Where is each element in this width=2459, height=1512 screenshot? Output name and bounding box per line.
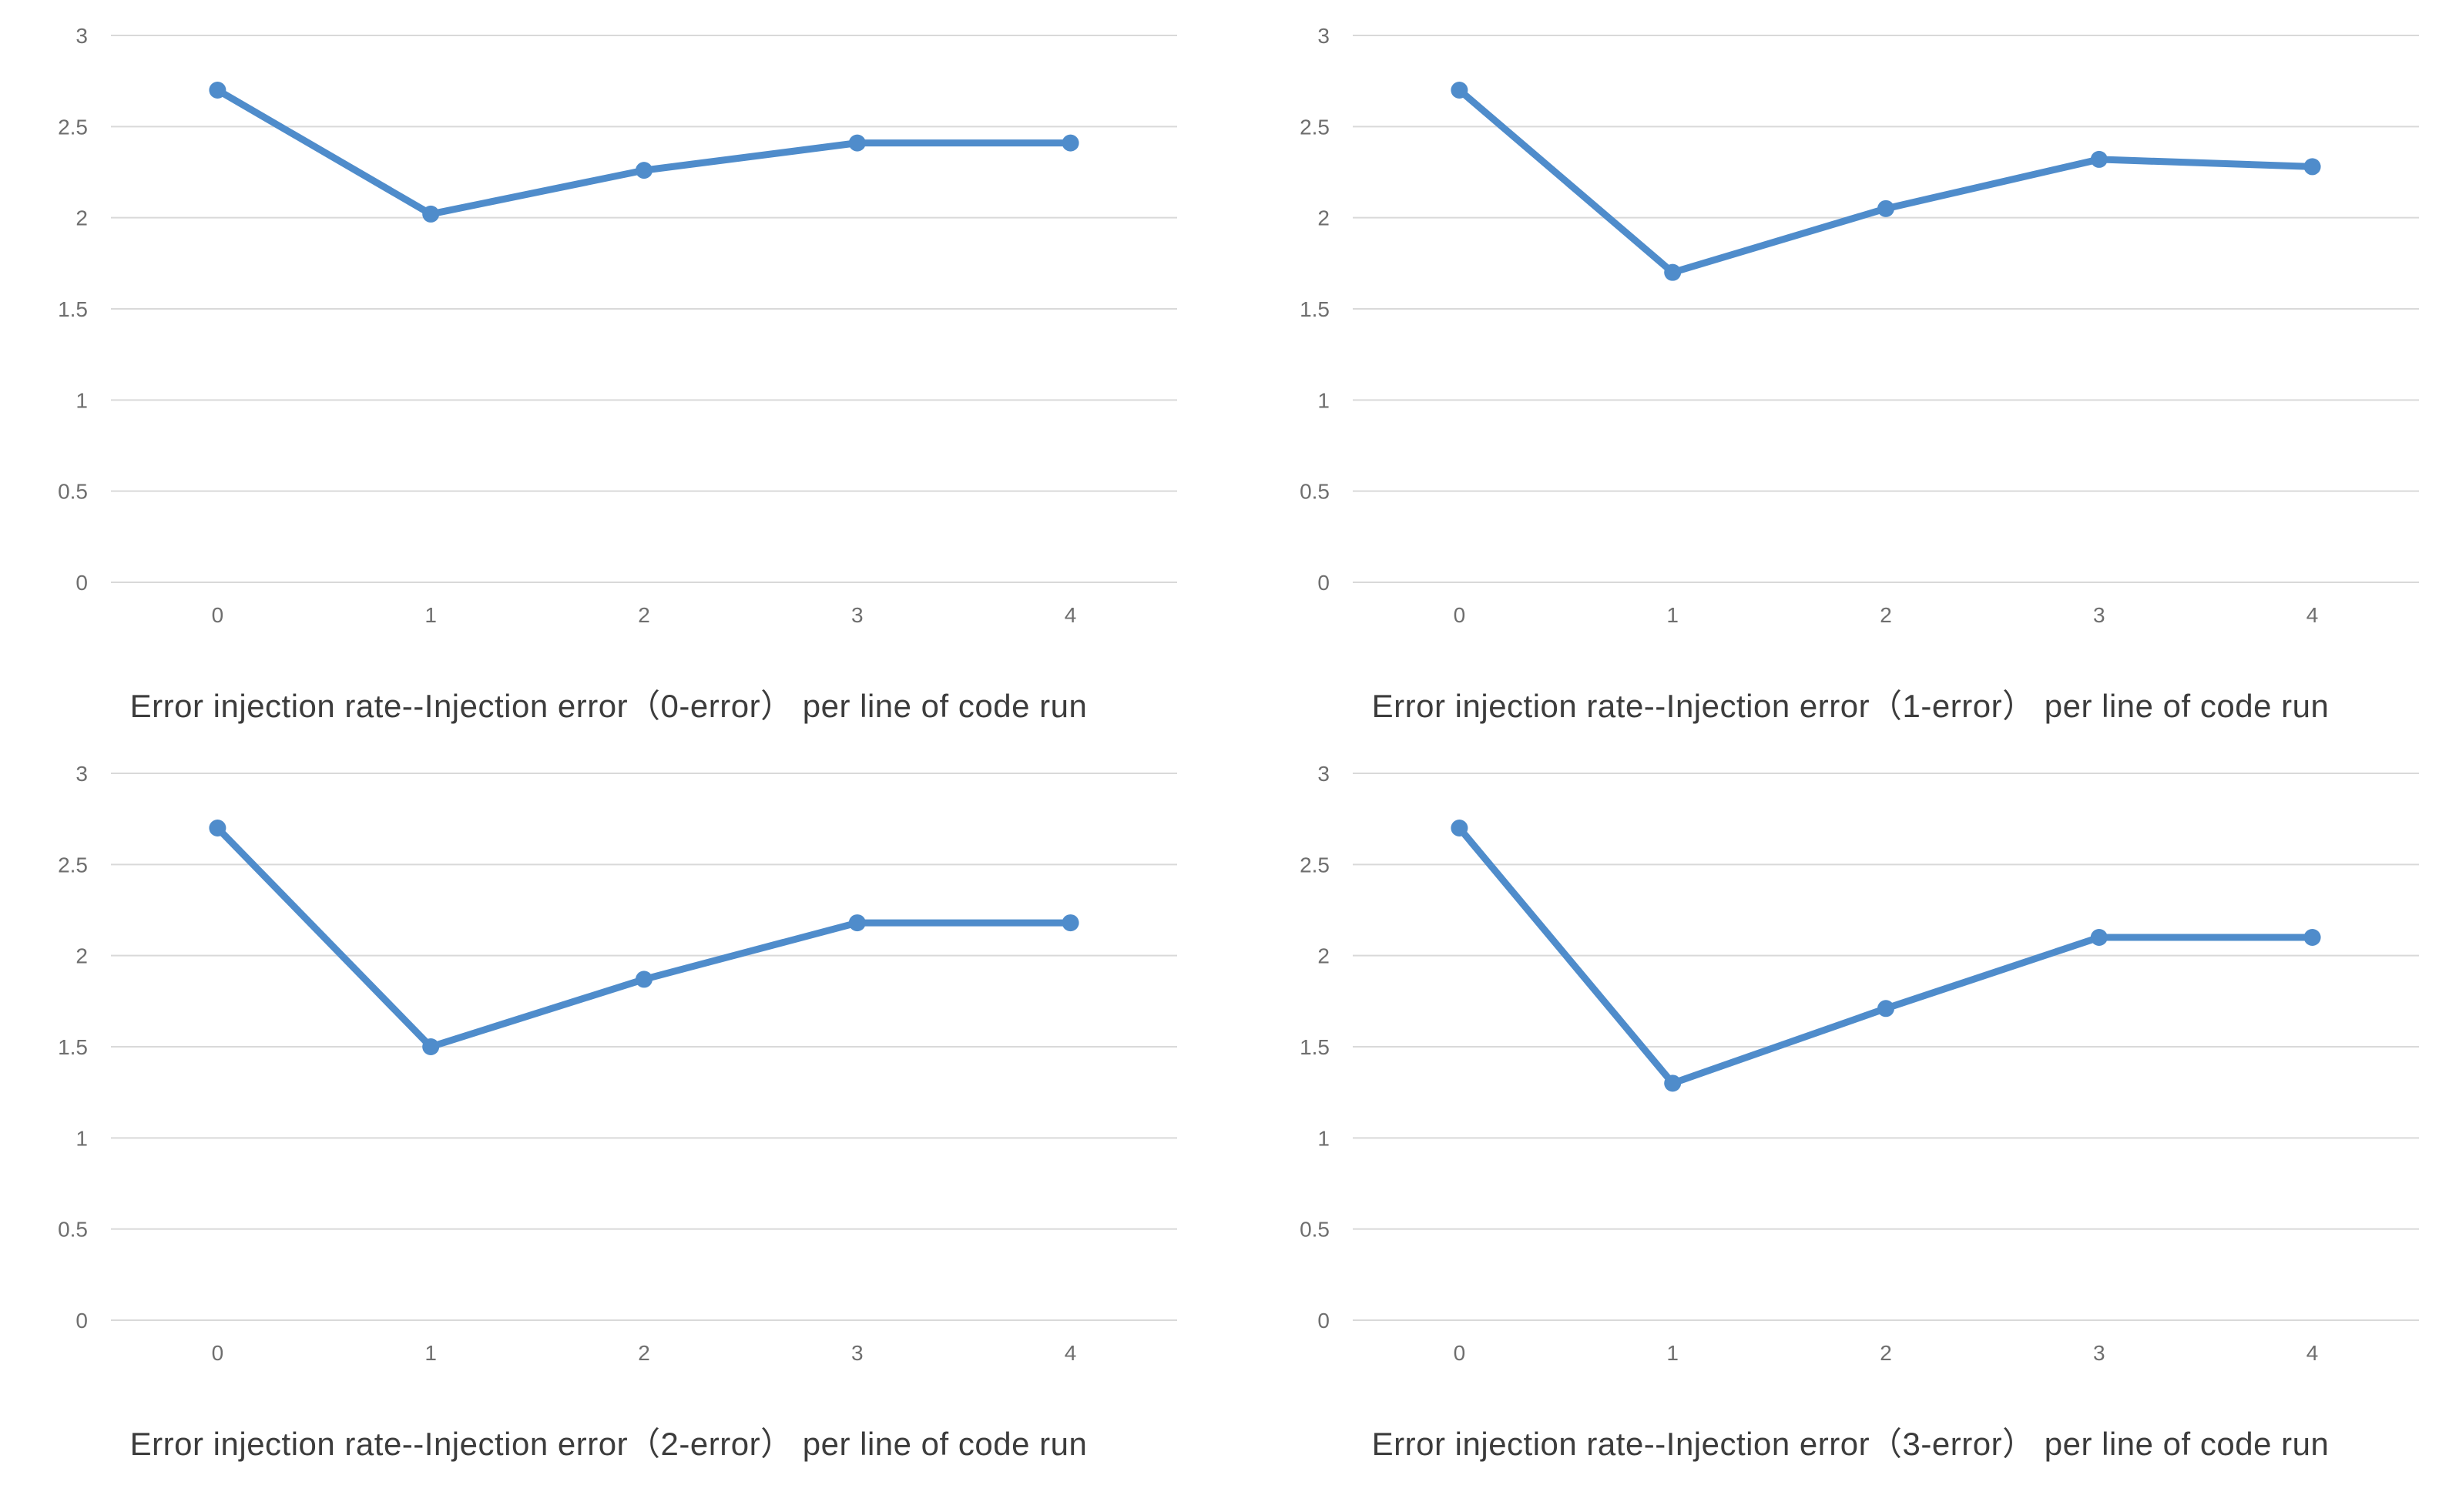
data-point-marker xyxy=(2303,158,2321,176)
data-point-marker xyxy=(1451,82,1468,99)
x-tick-label: 4 xyxy=(1065,603,1077,627)
y-tick-label: 3 xyxy=(75,24,88,48)
x-tick-label: 4 xyxy=(1065,1341,1077,1365)
data-point-marker xyxy=(422,1038,440,1056)
x-tick-label: 3 xyxy=(2093,603,2105,627)
y-tick-label: 3 xyxy=(1317,24,1330,48)
x-tick-label: 3 xyxy=(851,603,864,627)
line-chart-3-error: 0 0.5 1 1.5 2 2.5 3 0 1 2 3 4 xyxy=(1254,747,2447,1394)
x-tick-label: 1 xyxy=(424,1341,437,1365)
data-point-marker xyxy=(1664,1074,1682,1092)
x-tick-label: 2 xyxy=(1880,603,1892,627)
x-tick-label: 3 xyxy=(851,1341,864,1365)
chart-title-0-error: Error injection rate--Injection error（0-… xyxy=(129,688,1088,724)
y-tick-label: 0.5 xyxy=(1300,1218,1330,1242)
x-tick-label: 2 xyxy=(638,603,650,627)
y-tick-label: 1 xyxy=(75,388,88,412)
data-point-marker xyxy=(1451,820,1468,837)
line-chart-2-error: 0 0.5 1 1.5 2 2.5 3 0 1 2 3 4 xyxy=(12,747,1205,1394)
x-tick-label: 0 xyxy=(212,603,224,627)
x-tick-label: 1 xyxy=(424,603,437,627)
y-tick-label: 2.5 xyxy=(1300,853,1330,877)
y-tick-label: 0 xyxy=(75,1309,88,1333)
y-tick-label: 0 xyxy=(1317,1309,1330,1333)
line-chart-0-error: 0 0.5 1 1.5 2 2.5 3 0 1 2 3 4 xyxy=(12,9,1205,656)
line-chart-1-error: 0 0.5 1 1.5 2 2.5 3 0 1 2 3 4 xyxy=(1254,9,2447,656)
chart-title-1-error: Error injection rate--Injection error（1-… xyxy=(1371,688,2330,724)
data-point-marker xyxy=(636,162,652,179)
x-tick-label: 0 xyxy=(212,1341,224,1365)
y-tick-label: 2 xyxy=(1317,944,1330,968)
data-point-marker xyxy=(1877,1000,1894,1017)
x-tick-label: 1 xyxy=(1666,1341,1679,1365)
data-point-marker xyxy=(422,205,440,223)
x-tick-label: 0 xyxy=(1454,603,1466,627)
y-tick-label: 0.5 xyxy=(58,480,88,504)
data-point-marker xyxy=(2090,929,2108,947)
y-tick-label: 2.5 xyxy=(1300,115,1330,139)
series-line xyxy=(1455,86,2316,277)
y-tick-label: 1 xyxy=(1317,388,1330,412)
y-tick-label: 0.5 xyxy=(58,1218,88,1242)
y-tick-label: 2 xyxy=(75,206,88,230)
data-point-marker xyxy=(209,82,226,99)
chart-card-2-error: 0 0.5 1 1.5 2 2.5 3 0 1 2 3 4 Error injection rate-… xyxy=(12,747,1205,1462)
chart-svg: 0 0.5 1 1.5 2 2.5 3 0 1 2 3 4 xyxy=(1300,762,2419,1365)
y-tick-label: 1 xyxy=(75,1127,88,1151)
chart-svg: 0 0.5 1 1.5 2 2.5 3 0 1 2 3 4 xyxy=(58,24,1177,627)
y-tick-label: 1 xyxy=(1317,1127,1330,1151)
charts-grid: 0 0.5 1 1.5 2 2.5 3 0 1 2 3 4 Error injection rate-… xyxy=(12,9,2447,1462)
chart-title-3-error: Error injection rate--Injection error（3-… xyxy=(1371,1426,2330,1463)
data-point-marker xyxy=(1062,914,1079,932)
x-tick-label: 1 xyxy=(1666,603,1679,627)
x-tick-label: 4 xyxy=(2306,603,2319,627)
series-line xyxy=(213,86,1075,218)
chart-title-2-error: Error injection rate--Injection error（2-… xyxy=(129,1426,1088,1463)
y-tick-label: 3 xyxy=(75,762,88,786)
data-point-marker xyxy=(1664,263,1682,281)
series-line xyxy=(213,824,1075,1051)
chart-card-3-error: 0 0.5 1 1.5 2 2.5 3 0 1 2 3 4 Error injection rate-… xyxy=(1254,747,2447,1462)
y-tick-label: 2.5 xyxy=(58,115,88,139)
data-point-marker xyxy=(2303,929,2321,947)
data-point-marker xyxy=(1877,199,1894,217)
y-tick-label: 0 xyxy=(1317,571,1330,595)
x-tick-label: 2 xyxy=(1880,1341,1892,1365)
data-point-marker xyxy=(2090,150,2108,168)
x-tick-label: 3 xyxy=(2093,1341,2105,1365)
y-tick-label: 1.5 xyxy=(1300,1035,1330,1059)
y-tick-label: 0.5 xyxy=(1300,480,1330,504)
chart-card-0-error: 0 0.5 1 1.5 2 2.5 3 0 1 2 3 4 Error injection rate-… xyxy=(12,9,1205,724)
chart-card-1-error: 0 0.5 1 1.5 2 2.5 3 0 1 2 3 4 Error injection rate-… xyxy=(1254,9,2447,724)
y-tick-label: 0 xyxy=(75,571,88,595)
y-tick-label: 3 xyxy=(1317,762,1330,786)
y-tick-label: 1.5 xyxy=(58,297,88,321)
x-tick-label: 4 xyxy=(2306,1341,2319,1365)
data-point-marker xyxy=(848,914,866,932)
chart-svg: 0 0.5 1 1.5 2 2.5 3 0 1 2 3 4 xyxy=(1300,24,2419,627)
y-tick-label: 1.5 xyxy=(58,1035,88,1059)
data-point-marker xyxy=(1062,134,1079,152)
y-tick-label: 1.5 xyxy=(1300,297,1330,321)
y-tick-label: 2 xyxy=(75,944,88,968)
y-tick-label: 2.5 xyxy=(58,853,88,877)
data-point-marker xyxy=(848,134,866,152)
x-tick-label: 2 xyxy=(638,1341,650,1365)
data-point-marker xyxy=(209,820,226,837)
data-point-marker xyxy=(636,971,652,988)
y-tick-label: 2 xyxy=(1317,206,1330,230)
chart-svg: 0 0.5 1 1.5 2 2.5 3 0 1 2 3 4 xyxy=(58,762,1177,1365)
x-tick-label: 0 xyxy=(1454,1341,1466,1365)
